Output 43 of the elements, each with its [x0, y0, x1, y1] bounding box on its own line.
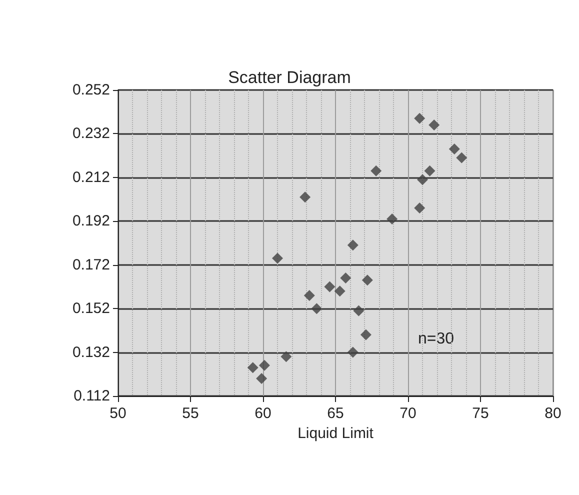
chart-title: Scatter Diagram [228, 68, 351, 87]
x-tick-label: 80 [544, 405, 562, 422]
x-tick-label: 50 [110, 405, 126, 422]
y-tick-label: 0.172 [72, 256, 110, 274]
y-tick-label: 0.132 [72, 344, 110, 361]
y-tick-label: 0.232 [72, 125, 110, 142]
point [448, 144, 460, 155]
y-tick-label: 0.252 [72, 82, 110, 98]
point [280, 351, 292, 362]
point [347, 240, 358, 251]
y-tick-label: 0.212 [72, 168, 110, 186]
x-tick-label: 65 [327, 405, 344, 422]
y-tick-label: 0.112 [74, 388, 110, 404]
point [386, 213, 398, 224]
point [414, 202, 426, 214]
point [428, 119, 440, 130]
point [300, 192, 311, 203]
point [417, 174, 428, 186]
x-axis-title: Liquid Limit [298, 425, 374, 442]
point [370, 165, 382, 176]
x-tick-label: 55 [182, 405, 199, 422]
point [340, 272, 352, 284]
point [258, 360, 270, 371]
point [456, 152, 468, 164]
point [353, 305, 364, 316]
x-tick-label: 60 [254, 405, 272, 422]
point [414, 112, 426, 124]
point [424, 165, 436, 176]
x-tick-label: 70 [400, 405, 416, 422]
point [360, 329, 372, 340]
point [247, 362, 258, 374]
x-tick-label: 75 [472, 405, 489, 422]
y-tick-label: 0.192 [72, 212, 110, 230]
point [304, 290, 315, 301]
point [272, 252, 283, 264]
point [347, 346, 358, 358]
point [362, 274, 373, 286]
point [324, 281, 336, 292]
annotation: n=30 [418, 330, 454, 348]
point [334, 286, 346, 297]
point [256, 373, 268, 384]
y-tick-label: 0.152 [72, 300, 110, 318]
point [311, 303, 322, 314]
